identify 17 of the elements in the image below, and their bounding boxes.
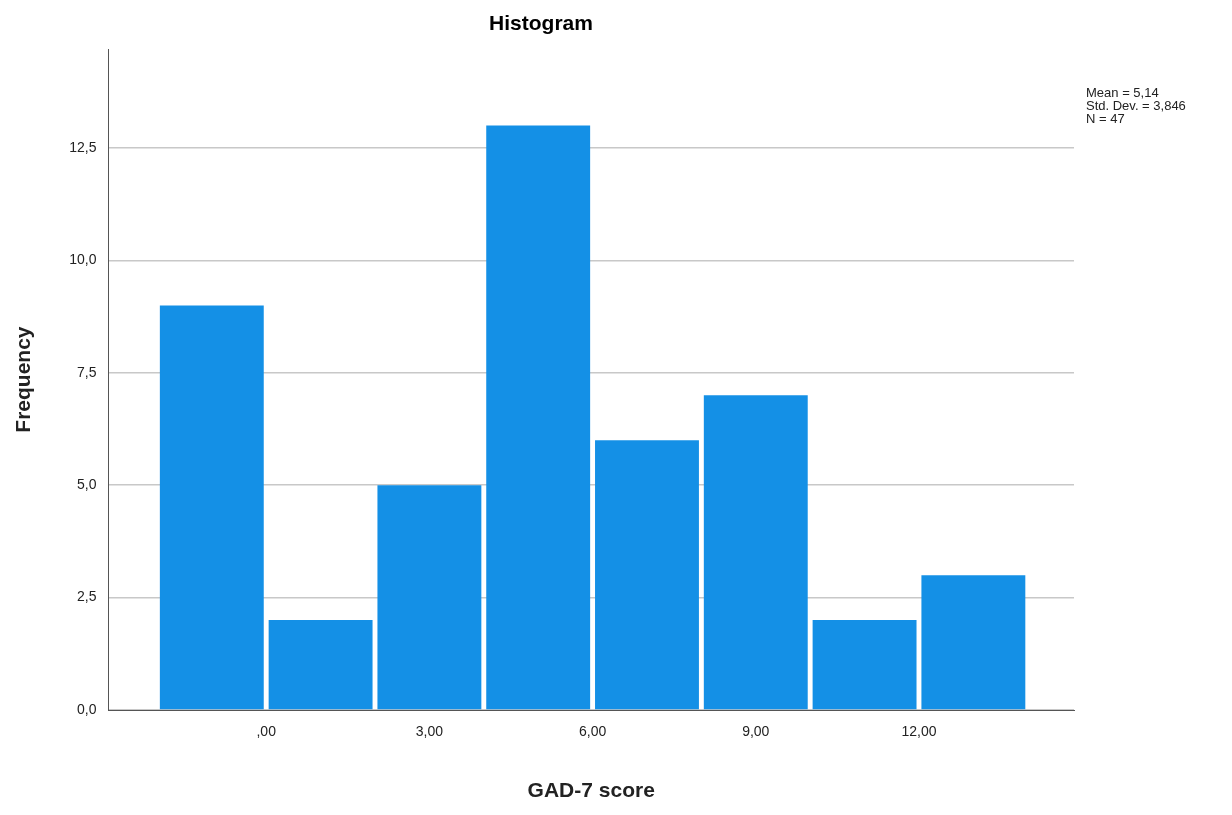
y-tick-label: 5,0 xyxy=(76,476,97,493)
y-tick-label: 0,0 xyxy=(76,700,97,717)
y-tick-label: 2,5 xyxy=(76,588,97,605)
chart-title: Histogram xyxy=(489,11,593,35)
x-axis-title: GAD-7 score xyxy=(527,778,655,802)
text: N = 47 xyxy=(1086,111,1125,127)
x-tick-label: ,00 xyxy=(256,723,277,740)
x-tick-label: 9,00 xyxy=(742,723,770,740)
x-tick-label: 6,00 xyxy=(578,723,607,740)
y-tick-label: 12,5 xyxy=(69,138,97,155)
y-axis-title: Frequency xyxy=(11,326,35,433)
text: Mean = 5,14 xyxy=(1086,85,1159,101)
x-tick-label: 3,00 xyxy=(415,723,444,740)
text: Std. Dev. = 3,846 xyxy=(1086,98,1186,114)
y-tick-label: 7,5 xyxy=(76,363,97,380)
y-tick-label: 10,0 xyxy=(69,251,97,268)
x-tick-label: 12,00 xyxy=(901,723,937,740)
